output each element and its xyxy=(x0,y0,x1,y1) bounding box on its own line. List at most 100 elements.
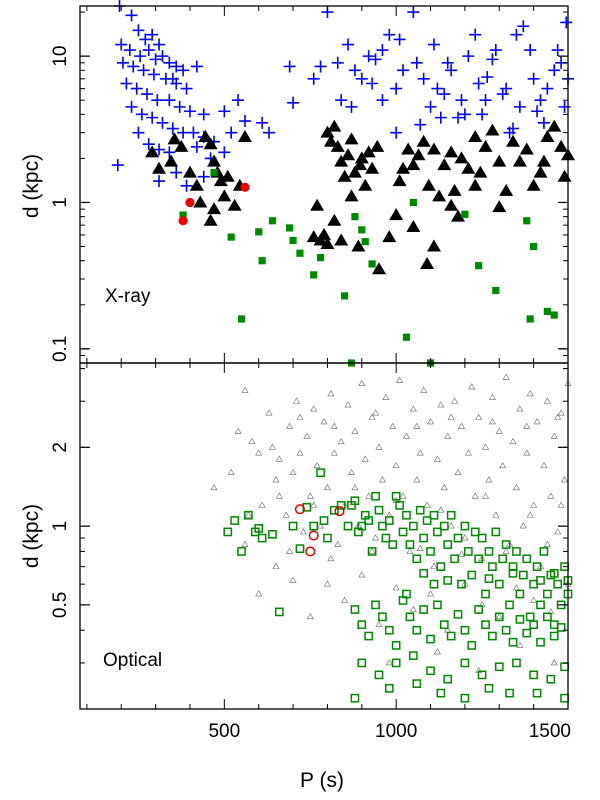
gray-triangle-point xyxy=(550,432,558,439)
green-square-point xyxy=(402,333,411,341)
gray-triangle-point xyxy=(516,641,524,648)
black-triangle-point xyxy=(327,213,342,226)
green-open-square-point xyxy=(532,688,542,698)
blue-plus-point xyxy=(537,116,550,129)
blue-plus-point xyxy=(232,94,245,107)
blue-plus-point xyxy=(376,44,389,57)
gray-triangle-point xyxy=(286,422,294,429)
green-open-square-point xyxy=(536,600,545,610)
gray-triangle-point xyxy=(327,554,335,562)
green-square-point xyxy=(368,260,376,268)
blue-plus-point xyxy=(393,33,406,46)
green-open-square-point xyxy=(402,589,411,599)
blue-plus-point xyxy=(335,94,348,107)
gray-triangle-point xyxy=(440,484,448,491)
black-triangle-point xyxy=(461,161,476,174)
green-open-square-point xyxy=(415,505,425,515)
gray-triangle-point xyxy=(392,461,400,469)
gray-triangle-point xyxy=(523,449,531,456)
blue-plus-point xyxy=(427,38,440,51)
gray-triangle-point xyxy=(344,401,352,408)
gray-triangle-point xyxy=(468,383,476,390)
gray-triangle-point xyxy=(554,528,562,535)
green-open-square-point xyxy=(470,527,480,537)
black-triangle-point xyxy=(361,145,376,158)
blue-plus-point xyxy=(177,126,190,139)
black-triangle-point xyxy=(334,154,349,167)
green-open-square-point xyxy=(518,570,528,580)
black-triangle-point xyxy=(401,142,416,155)
gray-triangle-point xyxy=(530,501,538,508)
gray-triangle-point xyxy=(248,437,256,445)
green-open-square-point xyxy=(412,554,422,564)
gray-triangle-point xyxy=(451,397,459,404)
green-open-square-point xyxy=(494,579,504,589)
green-open-square-point xyxy=(460,625,470,635)
blue-plus-point xyxy=(455,94,468,107)
blue-plus-point xyxy=(146,28,159,41)
green-open-square-point xyxy=(446,510,456,520)
blue-plus-point xyxy=(151,94,164,107)
blue-plus-point xyxy=(348,64,361,77)
gray-triangle-point xyxy=(502,547,510,554)
gray-triangle-point xyxy=(399,492,407,499)
red-circle-point xyxy=(178,216,188,226)
optical-y-tick-label: 2 xyxy=(50,442,71,453)
green-square-point xyxy=(227,233,235,241)
blue-plus-point xyxy=(149,53,162,66)
xray-y-tick-label: 0.1 xyxy=(50,336,71,362)
black-triangle-point xyxy=(182,165,197,178)
gray-triangle-point xyxy=(323,580,331,587)
black-triangle-point xyxy=(519,142,534,155)
gray-triangle-point xyxy=(265,409,273,416)
gray-triangle-point xyxy=(337,437,345,445)
green-open-square-point xyxy=(254,524,264,533)
green-open-square-point xyxy=(412,679,422,688)
green-square-point xyxy=(268,217,277,225)
black-triangle-point xyxy=(344,189,359,202)
green-square-point xyxy=(286,224,294,232)
gray-triangle-point xyxy=(488,393,496,400)
black-triangle-point xyxy=(444,198,459,211)
red-circle-point xyxy=(185,197,195,208)
gray-triangle-point xyxy=(540,461,548,469)
gray-triangle-point xyxy=(512,584,520,591)
gray-triangle-point xyxy=(406,547,414,554)
gray-triangle-point xyxy=(512,484,520,491)
blue-plus-point xyxy=(256,116,269,129)
blue-plus-point xyxy=(142,44,155,57)
gray-triangle-point xyxy=(416,544,424,551)
green-open-square-point xyxy=(439,521,449,531)
black-triangle-point xyxy=(337,169,352,182)
gray-triangle-point xyxy=(244,511,252,518)
green-open-square-point xyxy=(539,547,549,556)
green-square-point xyxy=(255,228,263,236)
black-triangle-point xyxy=(533,165,548,178)
gray-triangle-point xyxy=(347,468,356,475)
black-triangle-point xyxy=(421,178,436,191)
green-open-square-point xyxy=(484,683,494,693)
green-open-square-point xyxy=(543,589,552,599)
black-triangle-point xyxy=(227,198,242,211)
gray-triangle-point xyxy=(482,443,490,450)
gray-triangle-point xyxy=(327,390,335,397)
green-open-square-point xyxy=(505,688,514,698)
black-triangle-point xyxy=(382,230,397,243)
blue-plus-point xyxy=(390,126,403,139)
black-triangle-point xyxy=(499,183,514,196)
green-open-square-point xyxy=(336,501,346,510)
gray-triangle-point xyxy=(526,511,534,518)
xray-panel: 0.1 1 10 X-ray d (kpc) xyxy=(20,0,575,367)
optical-panel-label: Optical xyxy=(103,650,162,671)
black-triangle-point xyxy=(347,165,362,178)
green-open-square-point xyxy=(494,662,504,672)
green-square-point xyxy=(492,286,500,295)
gray-triangle-point xyxy=(447,413,455,420)
gray-triangle-point xyxy=(488,418,496,425)
blue-plus-point xyxy=(166,72,179,85)
gray-triangle-point xyxy=(234,427,242,434)
blue-plus-point xyxy=(111,159,124,172)
green-open-square-point xyxy=(453,609,463,619)
green-open-square-point xyxy=(384,683,394,693)
gray-triangle-point xyxy=(516,405,524,412)
